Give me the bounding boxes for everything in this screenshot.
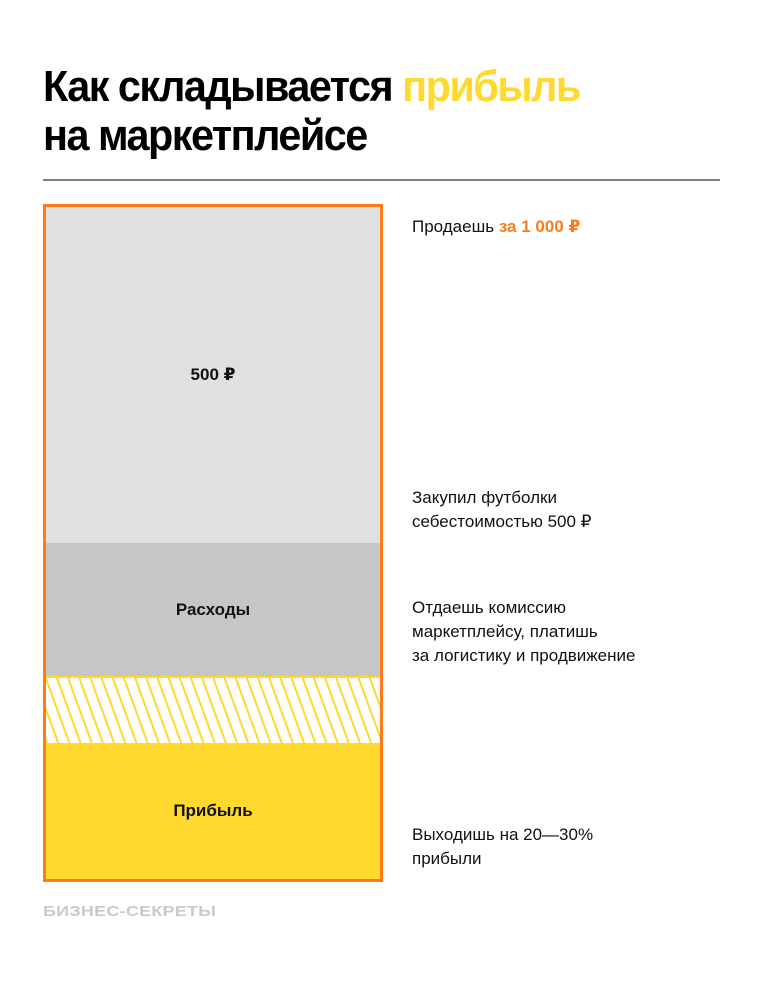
price-breakdown-bar: 500 ₽ Расходы Прибыль bbox=[43, 204, 383, 882]
note-sell-price: за 1 000 ₽ bbox=[498, 217, 581, 236]
note-sell-text: Продаешь bbox=[412, 217, 499, 236]
segment-profit: Прибыль bbox=[46, 743, 380, 879]
brand-logo: БИЗНЕС-СЕКРЕТЫ bbox=[43, 903, 217, 920]
note-profit-line2: прибыли bbox=[412, 849, 482, 868]
title-part1: Как складывается bbox=[43, 62, 403, 111]
page-title: Как складывается прибыль на маркетплейсе bbox=[43, 62, 682, 160]
note-expenses-line1: Отдаешь комиссию bbox=[412, 598, 567, 617]
note-expenses: Отдаешь комиссию маркетплейсу, платишь з… bbox=[412, 596, 712, 668]
note-expenses-line3: за логистику и продвижение bbox=[412, 646, 636, 665]
title-accent: прибыль bbox=[402, 62, 581, 111]
note-cost-line2: себестоимостью 500 ₽ bbox=[412, 512, 592, 531]
segment-cost-label: 500 ₽ bbox=[190, 365, 236, 384]
note-cost-line1: Закупил футболки bbox=[412, 488, 557, 507]
note-profit: Выходишь на 20—30% прибыли bbox=[412, 823, 712, 871]
segment-profit-label: Прибыль bbox=[173, 801, 253, 820]
note-sell: Продаешь за 1 000 ₽ bbox=[412, 215, 712, 239]
divider bbox=[43, 179, 720, 181]
segment-cost: 500 ₽ bbox=[46, 207, 380, 543]
segment-expenses: Расходы bbox=[46, 543, 380, 676]
segment-profit-range-hatched bbox=[46, 676, 380, 743]
note-expenses-line2: маркетплейсу, платишь bbox=[412, 622, 598, 641]
segment-expenses-label: Расходы bbox=[175, 599, 251, 619]
title-part2: на маркетплейсе bbox=[43, 111, 368, 160]
note-cost: Закупил футболки себестоимостью 500 ₽ bbox=[412, 486, 712, 534]
note-profit-line1: Выходишь на 20—30% bbox=[412, 825, 594, 844]
